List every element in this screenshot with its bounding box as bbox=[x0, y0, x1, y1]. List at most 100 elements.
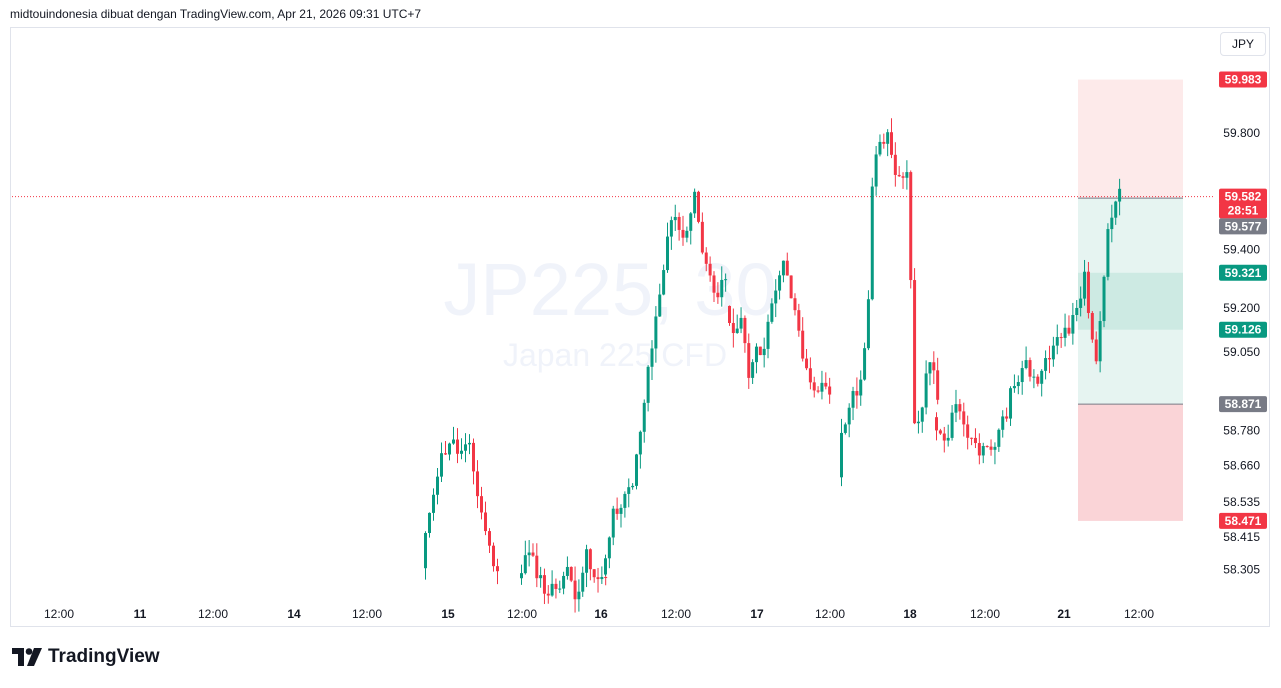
candle-body bbox=[673, 216, 677, 221]
candle-body bbox=[1032, 376, 1036, 378]
candle-body bbox=[855, 391, 859, 396]
candle-body bbox=[731, 322, 735, 334]
candle-body bbox=[778, 275, 782, 291]
candle-body bbox=[743, 317, 747, 344]
candle-body bbox=[751, 362, 755, 378]
candle-body bbox=[677, 216, 681, 230]
candle-body bbox=[542, 575, 546, 594]
candle-body bbox=[916, 421, 920, 424]
candle-body bbox=[484, 512, 487, 532]
candle-body bbox=[476, 471, 479, 497]
x-tick-label: 12:00 bbox=[44, 607, 74, 621]
y-tick-label: 58.660 bbox=[1223, 459, 1260, 473]
candle-body bbox=[604, 558, 607, 575]
candle-body bbox=[1047, 358, 1051, 360]
candle-body bbox=[1009, 388, 1013, 419]
candle-body bbox=[935, 417, 938, 431]
candle-body bbox=[977, 443, 981, 456]
y-tick-label: 58.415 bbox=[1223, 530, 1260, 544]
candle-body bbox=[558, 588, 562, 590]
candle-body bbox=[989, 446, 993, 450]
candle-body bbox=[635, 454, 638, 486]
candle-body bbox=[882, 141, 886, 144]
price-tag bbox=[1219, 188, 1267, 205]
candle-body bbox=[847, 407, 851, 425]
candle-body bbox=[460, 450, 463, 454]
candle-body bbox=[936, 370, 940, 400]
x-tick-label: 11 bbox=[134, 607, 147, 621]
candle-body bbox=[1110, 217, 1114, 230]
candle-body bbox=[712, 275, 716, 293]
candle-body bbox=[1079, 298, 1083, 308]
candle-body bbox=[428, 512, 431, 534]
candle-body bbox=[1024, 360, 1028, 369]
candle-body bbox=[1063, 327, 1067, 338]
candle-body bbox=[611, 508, 615, 538]
candle-body bbox=[1005, 416, 1009, 419]
chart-frame[interactable] bbox=[10, 27, 1270, 627]
candle-body bbox=[886, 132, 890, 144]
candle-body bbox=[758, 346, 762, 356]
candle-body bbox=[1075, 307, 1079, 315]
candle-body bbox=[436, 476, 439, 495]
candle-body bbox=[890, 132, 893, 155]
candle-body bbox=[901, 176, 905, 178]
candle-body bbox=[797, 310, 801, 331]
price-tag-label: 28:51 bbox=[1228, 203, 1259, 217]
candle-body bbox=[735, 328, 739, 334]
candle-body bbox=[569, 566, 573, 581]
candle-body bbox=[488, 531, 491, 546]
candle-body bbox=[962, 411, 966, 425]
candle-body bbox=[973, 437, 977, 444]
candle-body bbox=[1094, 339, 1098, 362]
price-tag-label: 58.871 bbox=[1225, 397, 1262, 411]
watermark-name: Japan 225 CFD bbox=[503, 337, 727, 373]
candle-body bbox=[824, 382, 828, 387]
candle-body bbox=[1012, 386, 1016, 389]
candle-body bbox=[981, 446, 985, 456]
tradingview-logo[interactable]: TradingView bbox=[12, 646, 160, 668]
price-tag bbox=[1219, 396, 1267, 413]
candle-body bbox=[424, 533, 427, 569]
candle-body bbox=[456, 439, 459, 454]
candle-body bbox=[954, 404, 958, 413]
candle-body bbox=[938, 430, 942, 434]
candle-body bbox=[942, 433, 946, 441]
y-tick-label: 58.535 bbox=[1223, 495, 1260, 509]
candle-body bbox=[565, 566, 569, 576]
candle-body bbox=[1067, 327, 1071, 334]
candle-body bbox=[573, 580, 577, 600]
candle-body bbox=[946, 437, 950, 441]
candle-body bbox=[1051, 345, 1055, 360]
candle-body bbox=[766, 321, 770, 349]
candle-body bbox=[928, 362, 932, 374]
candle-body bbox=[812, 382, 816, 391]
candle-body bbox=[816, 390, 820, 392]
candle-body bbox=[913, 280, 917, 424]
candle-body bbox=[604, 577, 608, 579]
candle-body bbox=[993, 446, 997, 450]
candle-body bbox=[1036, 376, 1040, 384]
candle-body bbox=[966, 424, 970, 438]
x-tick-label: 12:00 bbox=[198, 607, 228, 621]
candle-body bbox=[1090, 313, 1094, 340]
candle-body bbox=[588, 549, 592, 570]
candle-body bbox=[1102, 276, 1106, 322]
y-tick-label: 58.305 bbox=[1223, 562, 1260, 576]
candle-body bbox=[859, 379, 863, 396]
candle-body bbox=[716, 292, 720, 298]
candle-body bbox=[700, 221, 704, 253]
y-tick-label: 59.200 bbox=[1223, 301, 1260, 315]
candle-body bbox=[997, 429, 1001, 447]
candle-body bbox=[432, 494, 435, 513]
candle-body bbox=[607, 537, 611, 559]
candle-body bbox=[789, 275, 793, 299]
candle-body bbox=[535, 555, 539, 579]
candle-body bbox=[452, 439, 455, 444]
x-tick-label: 12:00 bbox=[661, 607, 691, 621]
candle-body bbox=[492, 545, 495, 567]
y-tick-label: 59.050 bbox=[1223, 345, 1260, 359]
x-tick-label: 15 bbox=[441, 607, 455, 621]
currency-button[interactable]: JPY bbox=[1220, 32, 1266, 56]
